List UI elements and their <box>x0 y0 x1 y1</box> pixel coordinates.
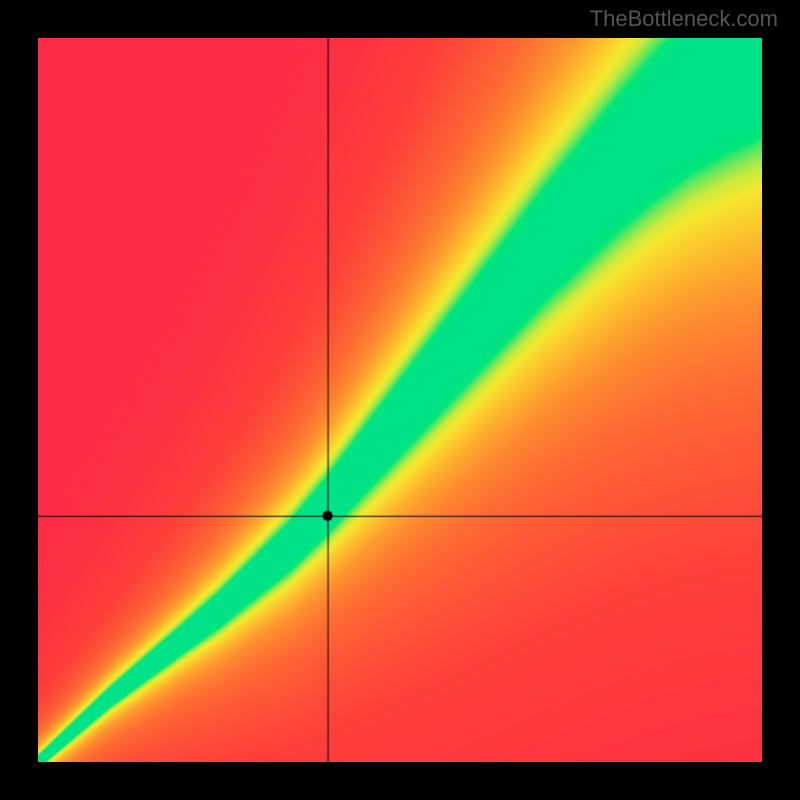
plot-area <box>38 38 762 762</box>
watermark-text: TheBottleneck.com <box>590 6 778 32</box>
heatmap-canvas <box>38 38 762 762</box>
chart-container: TheBottleneck.com <box>0 0 800 800</box>
